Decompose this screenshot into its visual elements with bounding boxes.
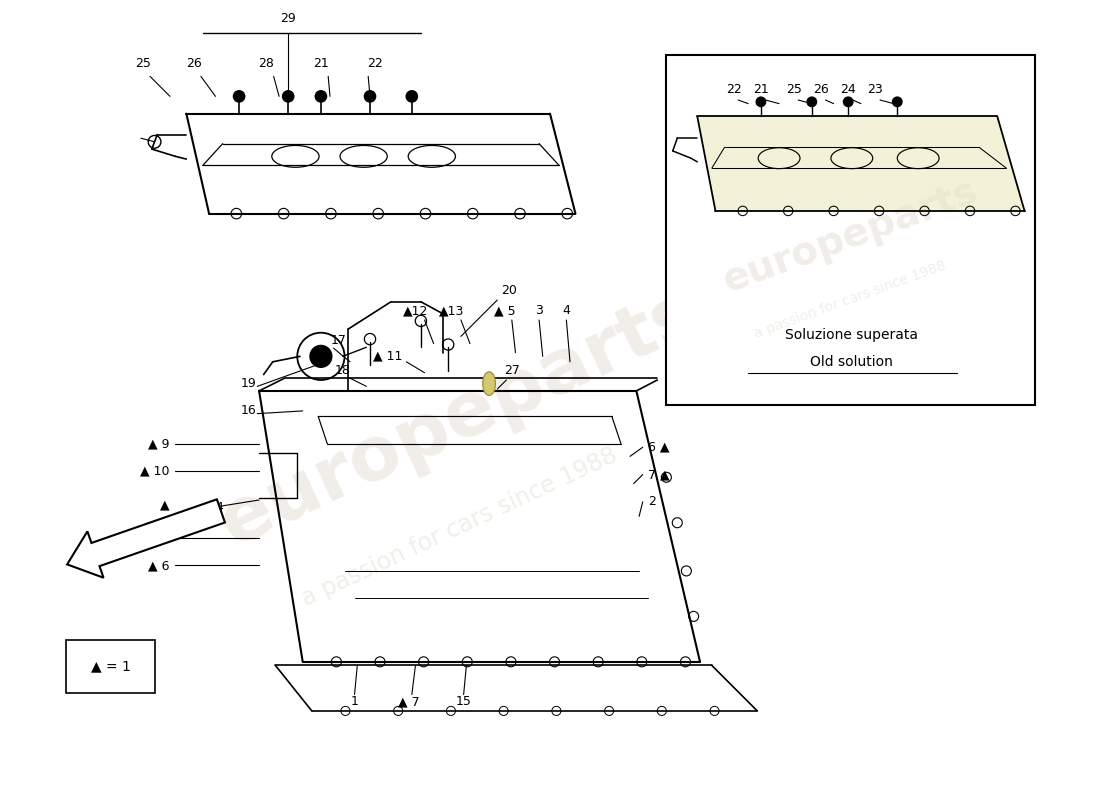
Text: 27: 27: [504, 365, 520, 378]
Text: ▲12: ▲12: [403, 305, 428, 318]
Text: Soluzione superata: Soluzione superata: [785, 327, 918, 342]
Text: 26: 26: [813, 82, 828, 95]
Text: ▲ = 1: ▲ = 1: [91, 659, 131, 674]
Polygon shape: [697, 116, 1024, 211]
FancyBboxPatch shape: [66, 640, 155, 693]
Ellipse shape: [483, 372, 495, 395]
Text: 21: 21: [754, 82, 769, 95]
Circle shape: [844, 97, 852, 106]
Text: ▲ 9: ▲ 9: [148, 437, 170, 450]
Text: ▲ 5: ▲ 5: [494, 305, 516, 318]
Text: 15: 15: [455, 695, 472, 708]
Text: 7 ▲: 7 ▲: [648, 468, 670, 481]
Text: 23: 23: [868, 82, 883, 95]
Text: europeparts: europeparts: [717, 173, 982, 300]
Text: ▲13: ▲13: [439, 305, 464, 318]
Text: ▲ 6: ▲ 6: [148, 559, 170, 572]
Text: 3: 3: [536, 305, 543, 318]
Text: 16: 16: [241, 405, 256, 418]
Text: 19: 19: [241, 377, 256, 390]
Text: 25: 25: [785, 82, 802, 95]
Text: 2: 2: [648, 495, 656, 508]
Text: 1: 1: [351, 695, 359, 708]
Text: ▲ 7: ▲ 7: [398, 695, 420, 708]
Text: 28: 28: [258, 57, 274, 70]
Text: a passion for cars since 1988: a passion for cars since 1988: [297, 443, 620, 611]
FancyBboxPatch shape: [667, 54, 1034, 405]
Text: 29: 29: [280, 12, 296, 25]
Text: 22: 22: [367, 57, 383, 70]
Text: 18: 18: [334, 365, 351, 378]
Circle shape: [283, 90, 294, 102]
Circle shape: [807, 97, 816, 106]
Circle shape: [233, 90, 244, 102]
Text: europeparts: europeparts: [208, 275, 710, 561]
Text: 22: 22: [726, 82, 741, 95]
FancyArrow shape: [67, 499, 224, 578]
Circle shape: [364, 90, 375, 102]
Text: 14: 14: [209, 501, 224, 514]
Text: 17: 17: [331, 334, 346, 347]
Circle shape: [310, 346, 332, 367]
Text: 24: 24: [840, 82, 856, 95]
Circle shape: [406, 90, 418, 102]
Text: ▲: ▲: [161, 498, 170, 511]
Text: 26: 26: [186, 57, 201, 70]
Circle shape: [316, 90, 327, 102]
Circle shape: [892, 97, 902, 106]
Text: 25: 25: [135, 57, 151, 70]
Circle shape: [756, 97, 766, 106]
Text: 6 ▲: 6 ▲: [648, 441, 670, 454]
Text: ▲ 8: ▲ 8: [148, 532, 170, 545]
Text: 20: 20: [502, 285, 517, 298]
Text: 4: 4: [562, 305, 570, 318]
Text: 21: 21: [314, 57, 329, 70]
Text: ▲ 10: ▲ 10: [141, 465, 170, 478]
Text: ▲ 11: ▲ 11: [373, 350, 403, 363]
Text: a passion for cars since 1988: a passion for cars since 1988: [752, 258, 948, 342]
Text: Old solution: Old solution: [811, 355, 893, 369]
